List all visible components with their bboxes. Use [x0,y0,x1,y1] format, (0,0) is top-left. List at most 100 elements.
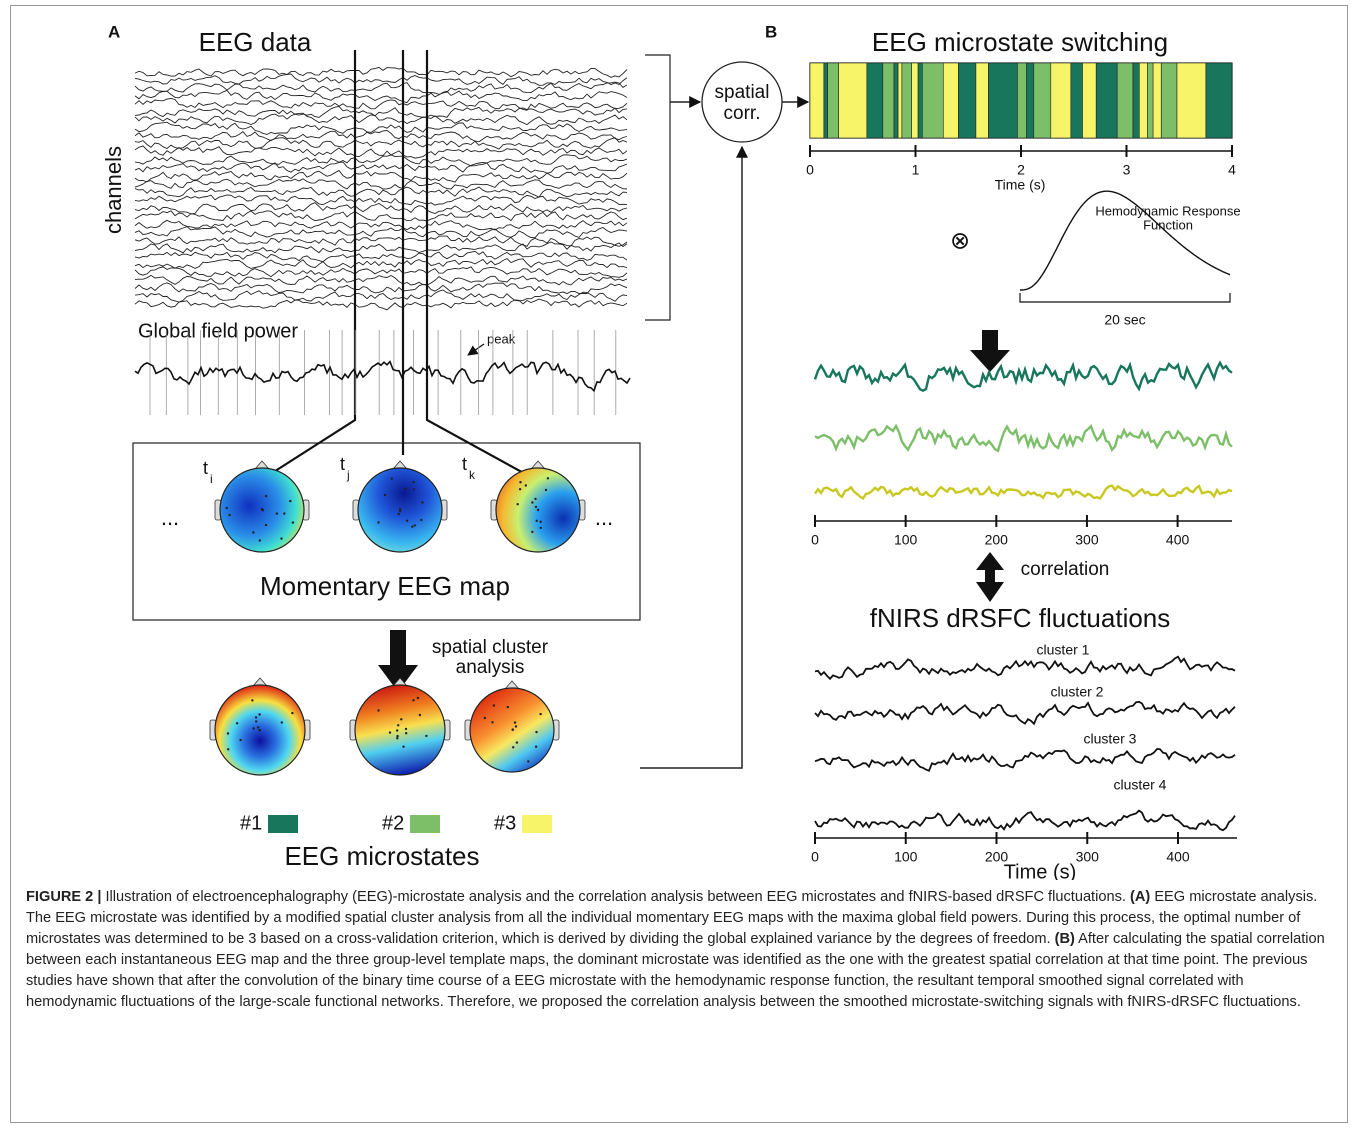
electrode [412,488,416,491]
time-point: t [462,454,467,474]
switching-segment [1116,62,1134,139]
head-nose [392,677,408,687]
eeg-trace [134,298,628,311]
tick-label: 0 [811,849,819,865]
eeg-trace [134,81,628,95]
switching-segment [1152,62,1162,139]
electrode [413,524,416,527]
eeg-trace [134,235,628,247]
electrode [283,512,286,515]
tick-label: 0 [811,532,819,548]
eeg-trace [134,98,628,111]
electrode [402,745,405,748]
electrode [412,699,415,702]
electrode [539,526,542,530]
eeg-trace [134,130,628,143]
tick-label: 400 [1166,532,1190,548]
caption-text: EEG microstate analysis. The EEG microst… [26,889,1318,947]
switching-segment [1161,62,1178,139]
gfp-trace [134,360,631,393]
electrode [512,746,515,749]
electrode [291,711,294,715]
electrode [546,477,550,480]
electrode [425,734,428,738]
electrode [397,512,400,516]
electrode [252,727,255,730]
tick-label: 100 [894,532,918,548]
eeg-trace [134,289,628,303]
hrf-curve [1020,190,1231,291]
electrode [396,737,399,740]
caption-label: FIGURE 2 | [26,889,102,905]
electrode [539,520,542,523]
electrode [398,510,402,513]
selection-line [257,50,357,483]
ellipsis: ... [161,505,179,530]
hrf-scale: 20 sec [1104,312,1145,328]
electrode [514,725,518,728]
switching-segment [921,62,944,139]
electrode [536,508,540,512]
bracket [645,54,671,321]
electrode [261,509,265,512]
electrode [527,760,530,763]
microstate-swatch [410,815,440,833]
switching-segment [897,62,903,139]
switching-segment [1132,62,1140,139]
electrode [227,748,230,751]
tick-label: 400 [1166,849,1190,865]
switching-segment [1017,62,1027,139]
smoothed-signal [813,360,1233,393]
eeg-trace [134,186,628,198]
cluster-label: cluster 3 [1084,731,1137,747]
switching-segment [882,62,895,139]
electrode [390,477,393,480]
arrow [640,145,748,769]
caption-text: Illustration of electroencephalography (… [101,889,1130,905]
switching-segment [866,62,884,139]
electrode [535,730,538,734]
map-title: Momentary EEG map [260,571,510,601]
eeg-trace [134,250,628,263]
corr-label: spatial [715,82,770,103]
electrode [275,512,279,515]
switching-segment [958,62,977,139]
electrode [405,732,408,735]
electrode [377,709,380,712]
switching-segment [823,62,829,139]
switching-segment [988,62,1018,139]
electrode [251,699,254,702]
eeg-trace [134,266,628,278]
electrode [383,493,387,497]
microstate-label: #3 [494,812,516,834]
cluster-label: cluster 4 [1114,777,1167,793]
correlation-label: correlation [1021,559,1110,580]
head-nose [392,460,408,470]
electrode [404,487,407,490]
electrode [534,497,537,501]
eeg-trace [134,66,628,78]
switching-segment [809,62,825,139]
smoothed-signal [814,484,1233,501]
electrode [531,501,534,504]
cluster-trace [814,700,1236,726]
electrode [420,518,423,522]
down-arrow [378,630,418,692]
electrode [257,726,260,729]
tick-label: 2 [1017,162,1025,178]
electrode [280,537,283,540]
switching-segment [1026,62,1035,139]
electrode [258,713,261,716]
cluster-label: cluster 2 [1051,684,1104,700]
electrode [506,705,509,709]
electrode [516,503,519,506]
switching-segment [1147,62,1154,139]
switching-segment [901,62,913,139]
down-arrow [970,330,1010,372]
tick-label: 1 [912,162,920,178]
electrode [491,721,494,724]
hrf-scale-bar [1019,293,1231,303]
cluster-trace [814,748,1236,772]
electrode [421,501,424,504]
electrode [280,721,283,724]
